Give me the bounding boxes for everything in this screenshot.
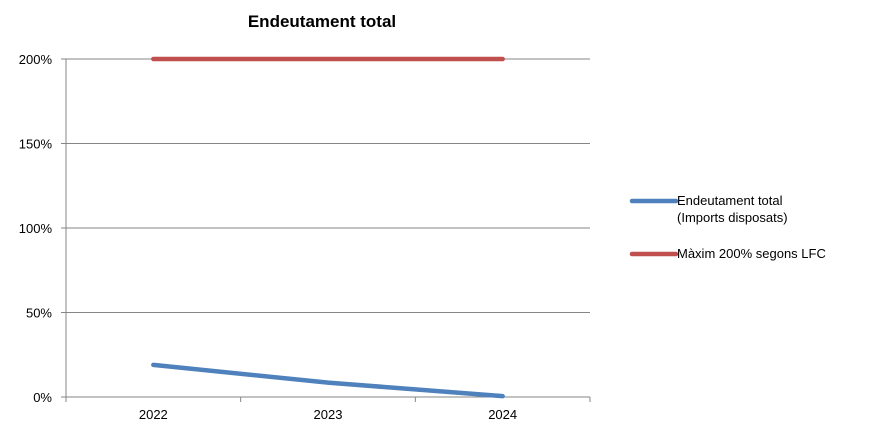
grid-lines [66,58,590,313]
y-tick-label: 150% [19,137,53,152]
legend-label-0: Endeutament total (Imports disposats) [677,193,788,225]
chart-title: Endeutament total [248,12,396,31]
y-tick-label: 0% [33,390,52,405]
y-tick-label: 200% [19,52,53,67]
x-tick-label: 2024 [488,407,517,422]
legend-label-1: Màxim 200% segons LFC [677,246,826,261]
y-tick-label: 50% [26,306,52,321]
series-line-0 [151,362,505,399]
legend: Endeutament total (Imports disposats) Màxi… [629,193,826,261]
x-tick-label: 2023 [314,407,343,422]
y-tick-label: 100% [19,221,53,236]
x-tick-label: 2022 [139,407,168,422]
series-lines [151,56,505,399]
axes: 0% 50% 100% 150% 200% 2022 2023 2024 [19,52,591,422]
